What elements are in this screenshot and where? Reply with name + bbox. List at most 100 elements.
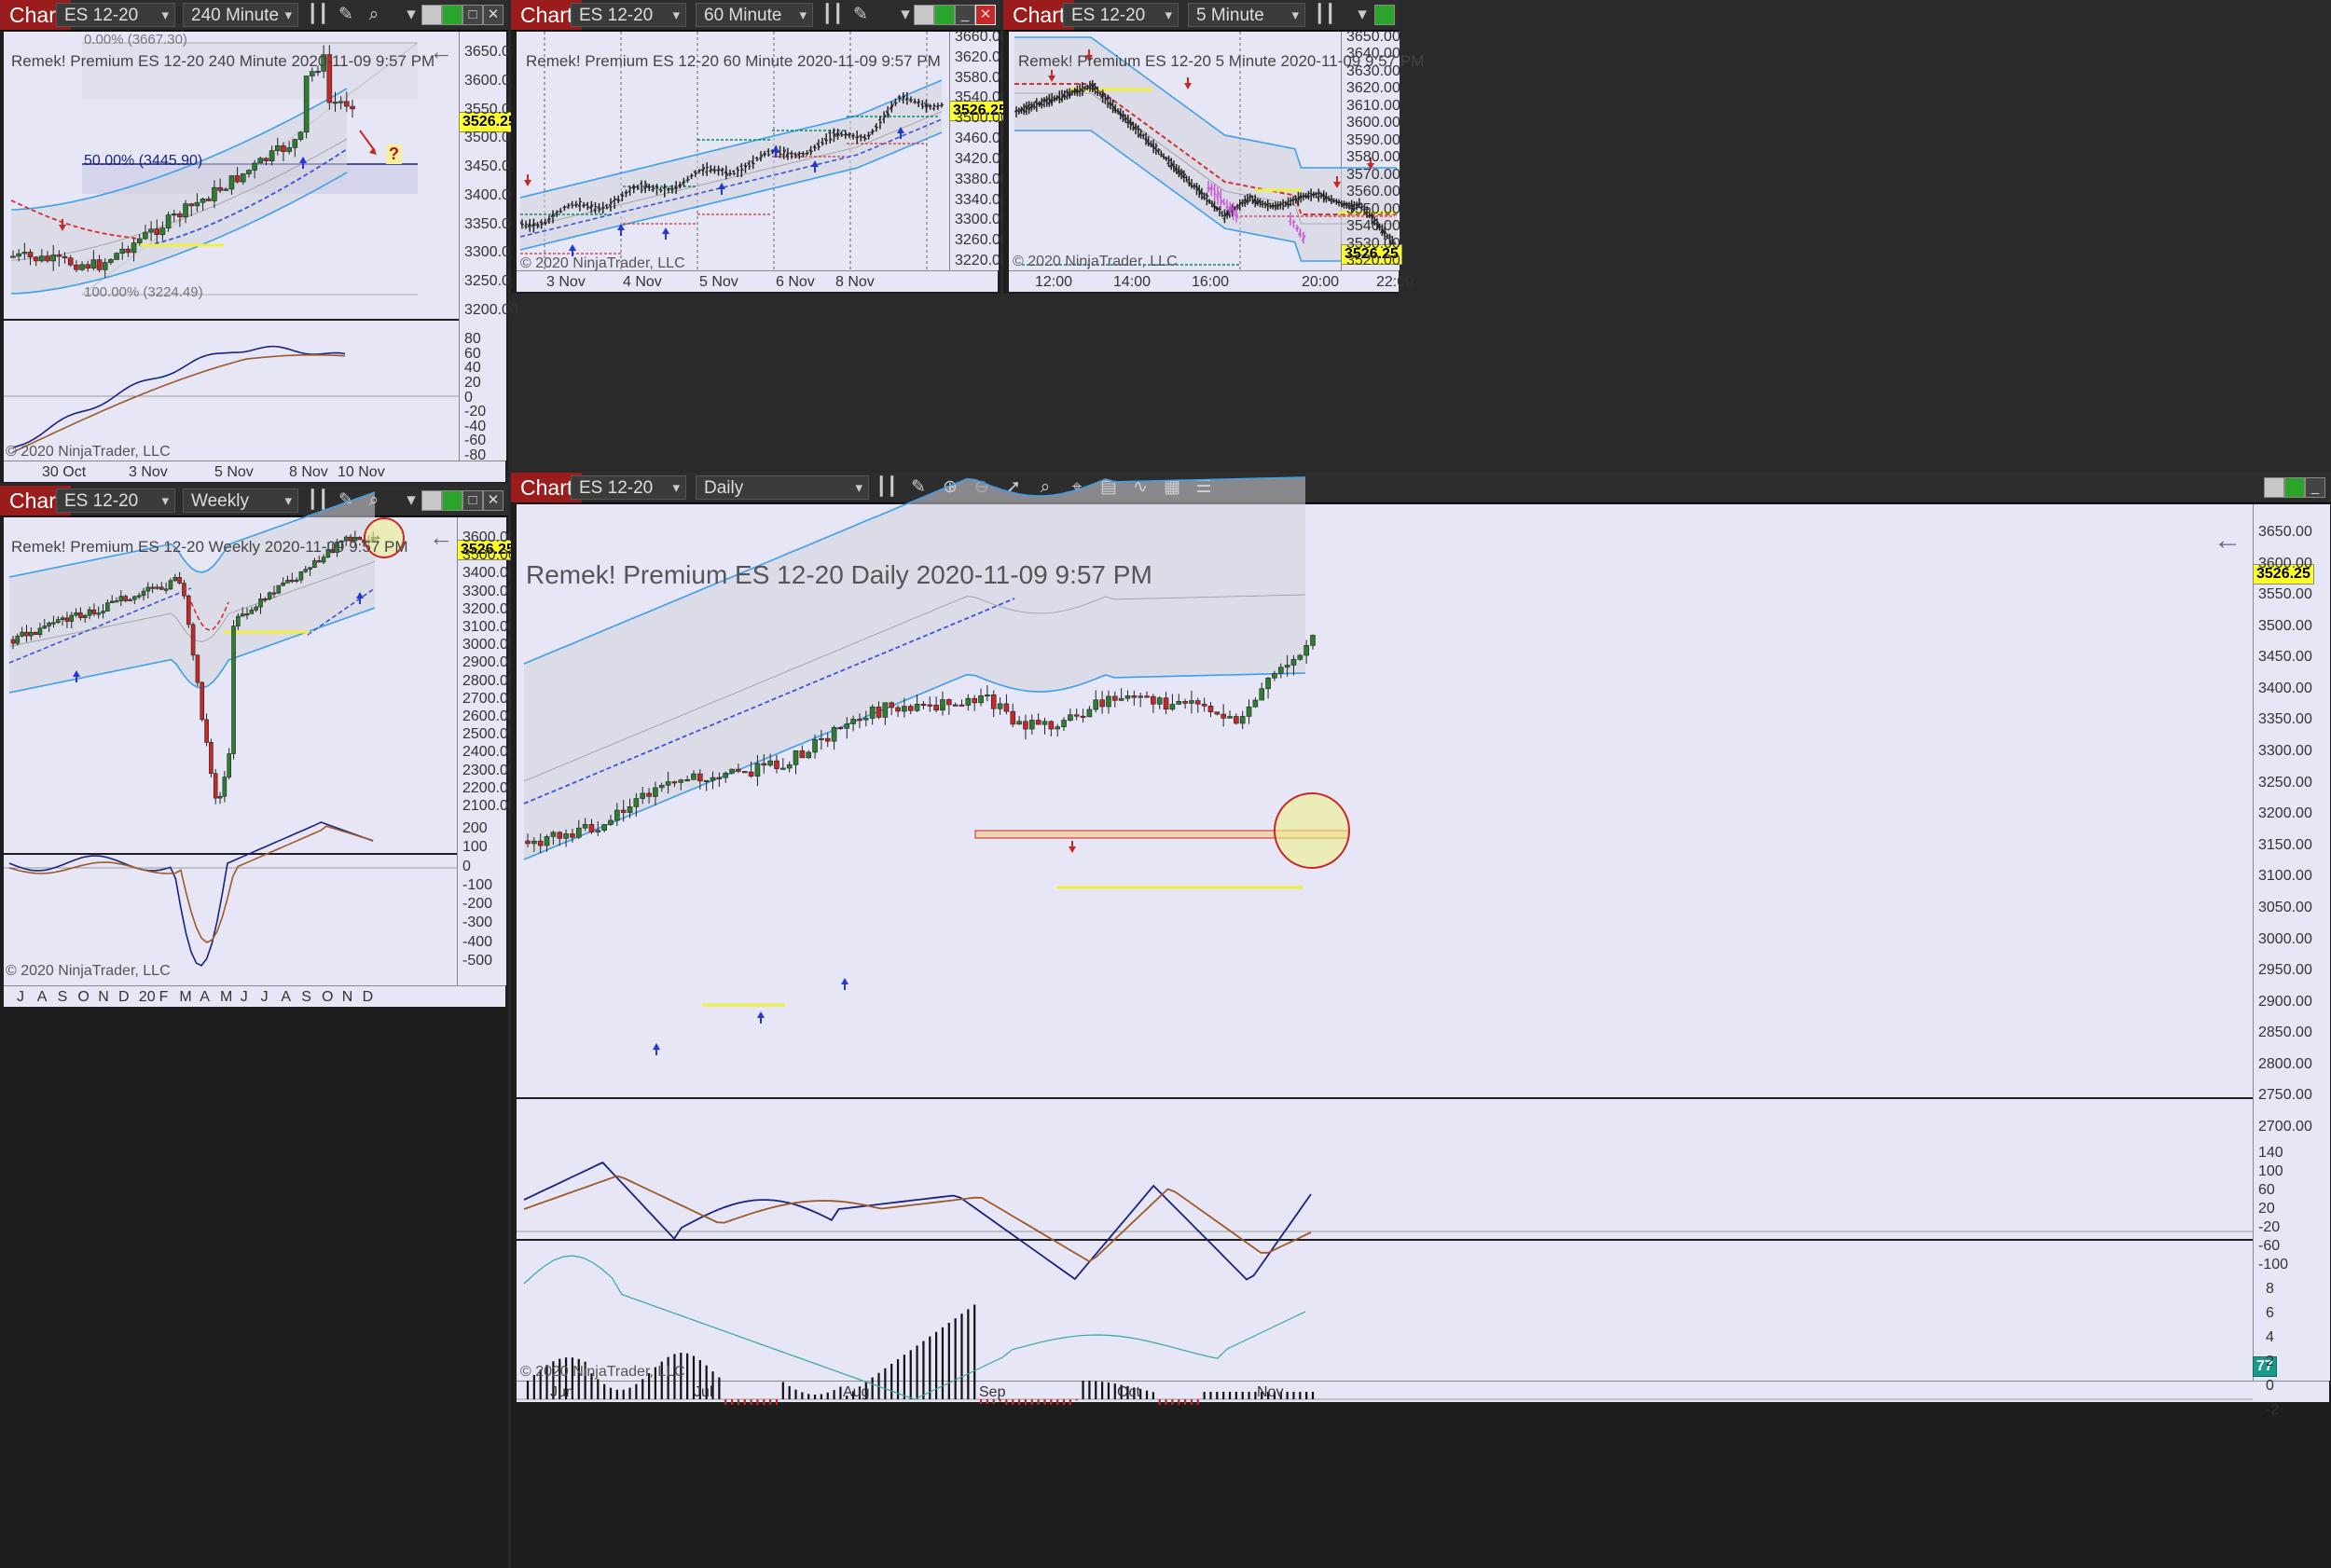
bar-type-icon[interactable]: ┃┃ [876, 477, 898, 497]
interval-selector[interactable]: Weekly ▾ [183, 488, 298, 513]
candle-body [1124, 695, 1131, 699]
bar-type-icon[interactable]: ┃┃ [307, 5, 329, 24]
candle-body [997, 703, 1003, 709]
link-color-icon[interactable] [934, 5, 955, 25]
zoom-icon[interactable]: ⌕ [368, 5, 379, 24]
back-arrow-icon[interactable]: ← [2214, 525, 2241, 556]
drawing-tool-icon[interactable]: ✎ [853, 5, 868, 24]
candle-body [64, 617, 70, 622]
interval-selector[interactable]: 60 Minute ▾ [696, 3, 813, 27]
close-icon[interactable]: ✕ [975, 5, 996, 25]
ohlc-tick [832, 131, 834, 134]
ohlc-tick [899, 97, 902, 100]
drawing-tool-icon[interactable]: ✎ [338, 5, 353, 24]
interval-selector[interactable]: Daily ▾ [696, 475, 869, 500]
data-box-icon[interactable]: ⌕ [1040, 477, 1051, 497]
candle-body [1163, 697, 1169, 710]
ohlc-tick [1138, 132, 1141, 137]
time-axis[interactable] [4, 461, 505, 482]
ohlc-tick [556, 211, 559, 213]
ohlc-tick [1118, 111, 1122, 116]
upper-band [10, 88, 348, 211]
minimize-icon[interactable]: _ [2305, 477, 2325, 498]
ohlc-tick [1267, 202, 1270, 205]
bar-type-icon[interactable]: ┃┃ [821, 5, 844, 24]
dropdown-icon[interactable]: ▾ [407, 5, 416, 24]
dropdown-icon[interactable]: ▾ [1358, 5, 1367, 24]
maximize-icon[interactable]: □ [462, 5, 483, 25]
price-axis[interactable] [457, 517, 506, 985]
candle-body [240, 613, 245, 617]
instrument-selector[interactable]: ES 12-20 ▾ [1063, 3, 1179, 27]
window-color-icon[interactable] [2264, 477, 2284, 498]
crosshair-icon[interactable]: ⌖ [1071, 477, 1083, 497]
candle-body [348, 536, 353, 542]
ohlc-tick [1187, 182, 1190, 184]
bar-type-icon[interactable]: ┃┃ [307, 490, 329, 510]
minimize-icon[interactable]: _ [955, 5, 975, 25]
instrument-selector[interactable]: ES 12-20 ▾ [56, 3, 175, 27]
ohlc-tick [1359, 202, 1362, 206]
price-axis[interactable] [2253, 504, 2330, 1381]
candle-body [1259, 688, 1265, 701]
ohlc-tick [680, 184, 683, 186]
tick-label: 3100.00 [2258, 868, 2312, 885]
tick-label: 3640.00 [1346, 46, 1400, 62]
average-line [523, 594, 1306, 782]
window-color-icon[interactable] [914, 5, 934, 25]
chevron-down-icon: ▾ [1165, 7, 1172, 23]
tick-label: 3420.00 [955, 150, 1009, 167]
close-icon[interactable]: ✕ [483, 5, 503, 25]
candle-body [254, 606, 258, 611]
link-color-icon[interactable] [2284, 477, 2305, 498]
link-color-icon[interactable] [442, 490, 462, 511]
maximize-icon[interactable]: □ [462, 490, 483, 511]
dropdown-icon[interactable]: ▾ [407, 490, 416, 510]
upper-band [1014, 36, 1397, 169]
bar-type-icon[interactable]: ┃┃ [1314, 5, 1336, 24]
instrument-selector[interactable]: ES 12-20 ▾ [571, 3, 686, 27]
back-arrow-icon[interactable]: ← [429, 523, 453, 551]
time-axis[interactable] [517, 1381, 2329, 1402]
chart-menu-button[interactable]: Chart [1003, 0, 1075, 30]
back-arrow-icon[interactable]: ← [429, 37, 453, 65]
dropdown-icon[interactable]: ▾ [901, 5, 910, 24]
ohlc-tick [1348, 205, 1352, 209]
ohlc-tick [1303, 234, 1306, 241]
chevron-down-icon: ▾ [161, 7, 169, 23]
ohlc-tick [677, 184, 681, 187]
ohlc-tick [751, 159, 754, 166]
oscillator-panel[interactable] [517, 1099, 2253, 1239]
instrument-selector[interactable]: ES 12-20 ▾ [571, 475, 686, 500]
price-axis[interactable] [459, 32, 506, 461]
tick-label: -60 [2258, 1238, 2281, 1254]
candle-body [806, 751, 812, 759]
link-color-icon[interactable] [1374, 5, 1395, 25]
instrument-selector[interactable]: ES 12-20 ▾ [56, 488, 175, 513]
price-axis[interactable] [949, 32, 999, 270]
oscillator-panel[interactable] [4, 321, 459, 461]
drawing-tool-icon[interactable]: ✎ [911, 477, 926, 497]
copyright: © 2020 NinjaTrader, LLC [6, 444, 171, 460]
candle-body [69, 614, 75, 622]
time-axis[interactable] [4, 985, 505, 1007]
candle-body [959, 704, 965, 707]
chart-menu-button[interactable]: Chart [511, 473, 583, 502]
oscillator-panel[interactable] [4, 855, 457, 985]
ohlc-tick [1286, 200, 1290, 205]
time-axis[interactable] [517, 270, 998, 292]
interval-selector[interactable]: 240 Minute ▾ [183, 3, 298, 27]
window-color-icon[interactable] [421, 490, 442, 511]
close-icon[interactable]: ✕ [483, 490, 503, 511]
window-color-icon[interactable] [421, 5, 442, 25]
ohlc-tick [1178, 170, 1181, 174]
interval-selector[interactable]: 5 Minute ▾ [1188, 3, 1305, 27]
ohlc-tick [835, 131, 839, 137]
tick-label: 3520.00 [1346, 253, 1400, 268]
candle-body [263, 158, 269, 162]
histogram-panel[interactable] [517, 1241, 2253, 1381]
chart-menu-button[interactable]: Chart [511, 0, 583, 30]
time-axis[interactable] [1009, 270, 1399, 292]
link-color-icon[interactable] [442, 5, 462, 25]
tick-label: 140 [2258, 1145, 2283, 1161]
